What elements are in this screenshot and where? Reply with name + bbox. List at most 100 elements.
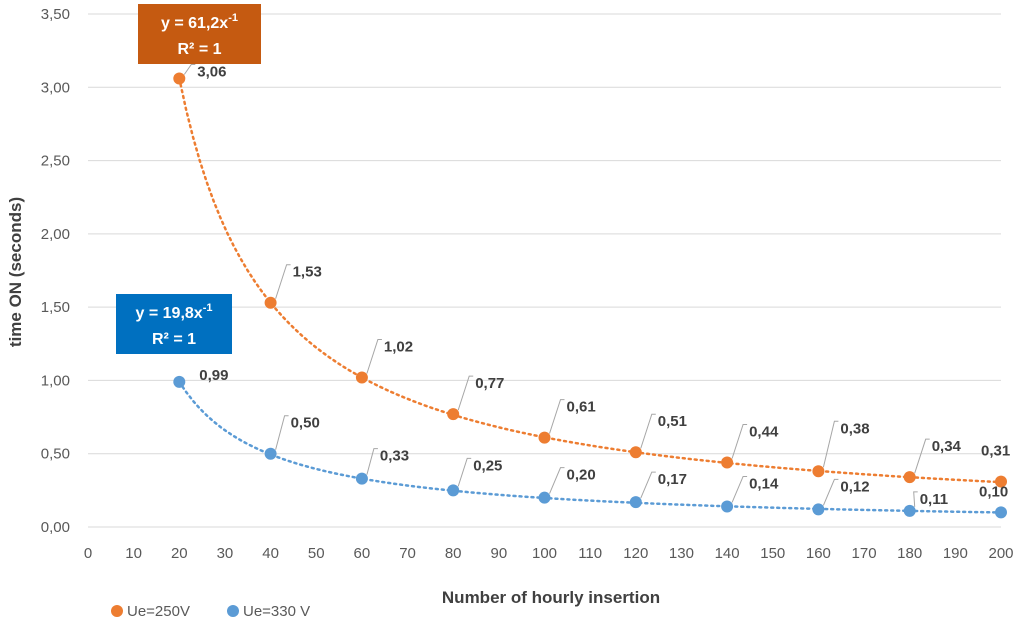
label-leader bbox=[366, 448, 378, 475]
label-leader bbox=[731, 424, 748, 459]
equation-text: y = 61,2x-1 bbox=[161, 12, 238, 32]
x-tick-label: 140 bbox=[715, 545, 740, 562]
data-point bbox=[812, 503, 825, 516]
y-tick-label: 1,00 bbox=[41, 372, 70, 389]
label-leader bbox=[457, 457, 472, 487]
y-tick-label: 3,00 bbox=[41, 79, 70, 96]
label-leader bbox=[731, 475, 748, 503]
data-point bbox=[629, 446, 642, 459]
equation-box-bg bbox=[116, 294, 232, 354]
gridlines bbox=[88, 13, 1001, 528]
equation-box-0: y = 61,2x-1 R² = 1 bbox=[138, 4, 261, 64]
x-tick-label: 90 bbox=[491, 545, 508, 562]
label-leader bbox=[183, 63, 196, 75]
data-label: 0,20 bbox=[567, 467, 596, 484]
x-tick-label: 10 bbox=[125, 545, 142, 562]
y-tick-label: 3,50 bbox=[41, 6, 70, 23]
x-tick-label: 170 bbox=[852, 545, 877, 562]
data-point bbox=[538, 431, 551, 444]
x-tick-label: 130 bbox=[669, 545, 694, 562]
data-label: 3,06 bbox=[197, 63, 226, 80]
x-axis-title: Number of hourly insertion bbox=[442, 588, 660, 607]
label-leader bbox=[366, 338, 382, 374]
label-leader bbox=[822, 420, 839, 468]
y-tick-label: 0,50 bbox=[41, 446, 70, 463]
x-tick-label: 0 bbox=[84, 545, 92, 562]
x-tick-label: 180 bbox=[897, 545, 922, 562]
data-label: 0,12 bbox=[840, 478, 869, 495]
equation-box-1: y = 19,8x-1 R² = 1 bbox=[116, 294, 232, 354]
label-leader bbox=[640, 471, 656, 499]
data-labels: 3,06 1,53 1,02 0,77 0,61 0,51 0,44 0,38 0,34 0,31… bbox=[197, 63, 1010, 507]
trendline-0 bbox=[178, 77, 1003, 484]
trendlines bbox=[178, 77, 1003, 514]
data-point bbox=[812, 465, 825, 478]
data-point bbox=[264, 296, 277, 309]
label-leader bbox=[913, 491, 918, 507]
x-tick-label: 190 bbox=[943, 545, 968, 562]
x-tick-label: 200 bbox=[988, 545, 1013, 562]
legend-label-ue250: Ue=250V bbox=[127, 603, 190, 620]
label-leader bbox=[275, 264, 291, 299]
equation-box-bg bbox=[138, 4, 261, 64]
data-label: 0,38 bbox=[840, 420, 869, 437]
y-tick-label: 1,50 bbox=[41, 299, 70, 316]
x-tick-label: 110 bbox=[578, 545, 602, 562]
x-tick-label: 70 bbox=[399, 545, 416, 562]
label-leader-lines bbox=[183, 63, 930, 507]
data-point bbox=[355, 472, 368, 485]
y-axis-title: time ON (seconds) bbox=[6, 197, 25, 347]
r-squared-text: R² = 1 bbox=[152, 331, 196, 348]
legend-marker-ue250 bbox=[111, 605, 123, 617]
data-label: 0,99 bbox=[199, 367, 228, 384]
x-axis-ticks: 0 10 20 30 40 50 60 70 80 90 100 110 120 130 140 150 160… bbox=[84, 545, 1014, 562]
label-leader bbox=[822, 478, 839, 506]
data-label: 0,50 bbox=[291, 415, 320, 432]
x-tick-label: 80 bbox=[445, 545, 462, 562]
legend: Ue=250V Ue=330 V bbox=[111, 603, 310, 620]
data-point bbox=[629, 496, 642, 509]
data-label: 0,25 bbox=[473, 457, 502, 474]
y-tick-label: 0,00 bbox=[41, 519, 70, 536]
data-points bbox=[173, 72, 1007, 519]
data-point bbox=[721, 500, 734, 513]
data-point bbox=[173, 72, 186, 85]
label-leader bbox=[640, 413, 656, 449]
data-point bbox=[447, 484, 460, 497]
data-label: 0,61 bbox=[567, 399, 596, 416]
data-point bbox=[264, 447, 277, 460]
trendline-1 bbox=[178, 380, 1003, 514]
x-tick-label: 120 bbox=[623, 545, 648, 562]
data-label: 0,77 bbox=[475, 375, 504, 392]
data-point bbox=[538, 491, 551, 504]
label-leader bbox=[275, 415, 289, 450]
data-label: 0,44 bbox=[749, 424, 779, 441]
data-label: 0,51 bbox=[658, 413, 687, 430]
x-tick-label: 60 bbox=[354, 545, 371, 562]
legend-label-ue330: Ue=330 V bbox=[243, 603, 310, 620]
x-tick-label: 150 bbox=[760, 545, 785, 562]
label-leader bbox=[457, 375, 474, 411]
data-point bbox=[995, 475, 1007, 488]
data-point bbox=[903, 471, 916, 484]
data-label: 0,17 bbox=[658, 471, 687, 488]
data-label: 0,11 bbox=[920, 491, 948, 508]
data-point bbox=[355, 371, 368, 384]
x-tick-label: 30 bbox=[217, 545, 234, 562]
data-label: 1,02 bbox=[384, 338, 413, 355]
x-tick-label: 50 bbox=[308, 545, 325, 562]
x-tick-label: 160 bbox=[806, 545, 831, 562]
data-label: 0,34 bbox=[932, 438, 962, 455]
data-label: 0,31 bbox=[981, 443, 1010, 460]
x-tick-label: 40 bbox=[262, 545, 279, 562]
data-label: 0,10 bbox=[979, 483, 1008, 500]
data-label: 0,33 bbox=[380, 448, 409, 465]
y-tick-label: 2,50 bbox=[41, 153, 70, 170]
legend-marker-ue330 bbox=[227, 605, 239, 617]
data-point bbox=[903, 504, 916, 517]
data-point bbox=[447, 408, 460, 421]
label-leader bbox=[549, 399, 565, 434]
equation-text: y = 19,8x-1 bbox=[136, 302, 213, 322]
x-tick-label: 100 bbox=[532, 545, 557, 562]
